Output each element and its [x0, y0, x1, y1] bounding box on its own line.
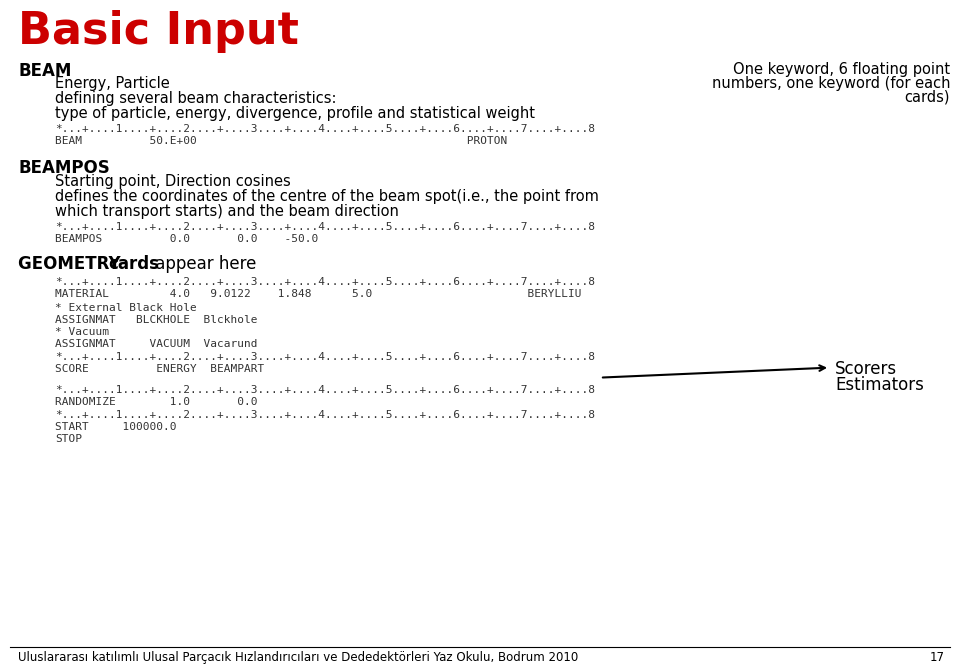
- Text: cards): cards): [904, 90, 950, 105]
- Text: *...+....1....+....2....+....3....+....4....+....5....+....6....+....7....+....8: *...+....1....+....2....+....3....+....4…: [55, 277, 595, 287]
- Text: Basic Input: Basic Input: [18, 10, 299, 53]
- Text: Starting point, Direction cosines: Starting point, Direction cosines: [55, 174, 291, 189]
- Text: SCORE          ENERGY  BEAMPART: SCORE ENERGY BEAMPART: [55, 363, 264, 373]
- Text: numbers, one keyword (for each: numbers, one keyword (for each: [711, 76, 950, 91]
- Text: START     100000.0: START 100000.0: [55, 422, 177, 432]
- Text: STOP: STOP: [55, 434, 82, 444]
- Text: *...+....1....+....2....+....3....+....4....+....5....+....6....+....7....+....8: *...+....1....+....2....+....3....+....4…: [55, 351, 595, 361]
- Text: defines the coordinates of the centre of the beam spot(i.e., the point from: defines the coordinates of the centre of…: [55, 189, 599, 204]
- Text: MATERIAL         4.0   9.0122    1.848      5.0                       BERYLLIU: MATERIAL 4.0 9.0122 1.848 5.0 BERYLLIU: [55, 289, 582, 299]
- Text: * Vacuum: * Vacuum: [55, 327, 109, 337]
- Text: 17: 17: [930, 651, 945, 665]
- Text: *...+....1....+....2....+....3....+....4....+....5....+....6....+....7....+....8: *...+....1....+....2....+....3....+....4…: [55, 124, 595, 134]
- Text: *...+....1....+....2....+....3....+....4....+....5....+....6....+....7....+....8: *...+....1....+....2....+....3....+....4…: [55, 385, 595, 395]
- Text: type of particle, energy, divergence, profile and statistical weight: type of particle, energy, divergence, pr…: [55, 106, 535, 121]
- Text: BEAM          50.E+00                                        PROTON: BEAM 50.E+00 PROTON: [55, 136, 507, 146]
- Text: * External Black Hole: * External Black Hole: [55, 303, 197, 313]
- Text: *...+....1....+....2....+....3....+....4....+....5....+....6....+....7....+....8: *...+....1....+....2....+....3....+....4…: [55, 409, 595, 420]
- Text: which transport starts) and the beam direction: which transport starts) and the beam dir…: [55, 204, 398, 219]
- Text: BEAMPOS: BEAMPOS: [18, 159, 109, 177]
- Text: GEOMETRY: GEOMETRY: [18, 255, 127, 273]
- Text: One keyword, 6 floating point: One keyword, 6 floating point: [732, 62, 950, 77]
- Text: Scorers: Scorers: [835, 359, 898, 377]
- Text: RANDOMIZE        1.0       0.0: RANDOMIZE 1.0 0.0: [55, 397, 257, 407]
- Text: defining several beam characteristics:: defining several beam characteristics:: [55, 91, 337, 106]
- Text: Energy, Particle: Energy, Particle: [55, 76, 170, 91]
- Text: BEAMPOS          0.0       0.0    -50.0: BEAMPOS 0.0 0.0 -50.0: [55, 234, 319, 244]
- Text: ASSIGNMAT   BLCKHOLE  Blckhole: ASSIGNMAT BLCKHOLE Blckhole: [55, 315, 257, 325]
- Text: cards: cards: [108, 255, 159, 273]
- Text: Estimators: Estimators: [835, 375, 924, 393]
- Text: Uluslararası katılımlı Ulusal Parçacık Hızlandırıcıları ve Dededektörleri Yaz Ok: Uluslararası katılımlı Ulusal Parçacık H…: [18, 651, 578, 665]
- Text: ASSIGNMAT     VACUUM  Vacarund: ASSIGNMAT VACUUM Vacarund: [55, 339, 257, 349]
- Text: BEAM: BEAM: [18, 62, 71, 80]
- Text: appear here: appear here: [150, 255, 256, 273]
- Text: *...+....1....+....2....+....3....+....4....+....5....+....6....+....7....+....8: *...+....1....+....2....+....3....+....4…: [55, 222, 595, 232]
